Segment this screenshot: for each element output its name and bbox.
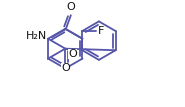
Text: O: O xyxy=(67,2,75,12)
Text: H₂N: H₂N xyxy=(26,31,47,42)
Text: O: O xyxy=(68,49,77,59)
Text: O: O xyxy=(61,63,70,73)
Text: F: F xyxy=(98,26,104,36)
